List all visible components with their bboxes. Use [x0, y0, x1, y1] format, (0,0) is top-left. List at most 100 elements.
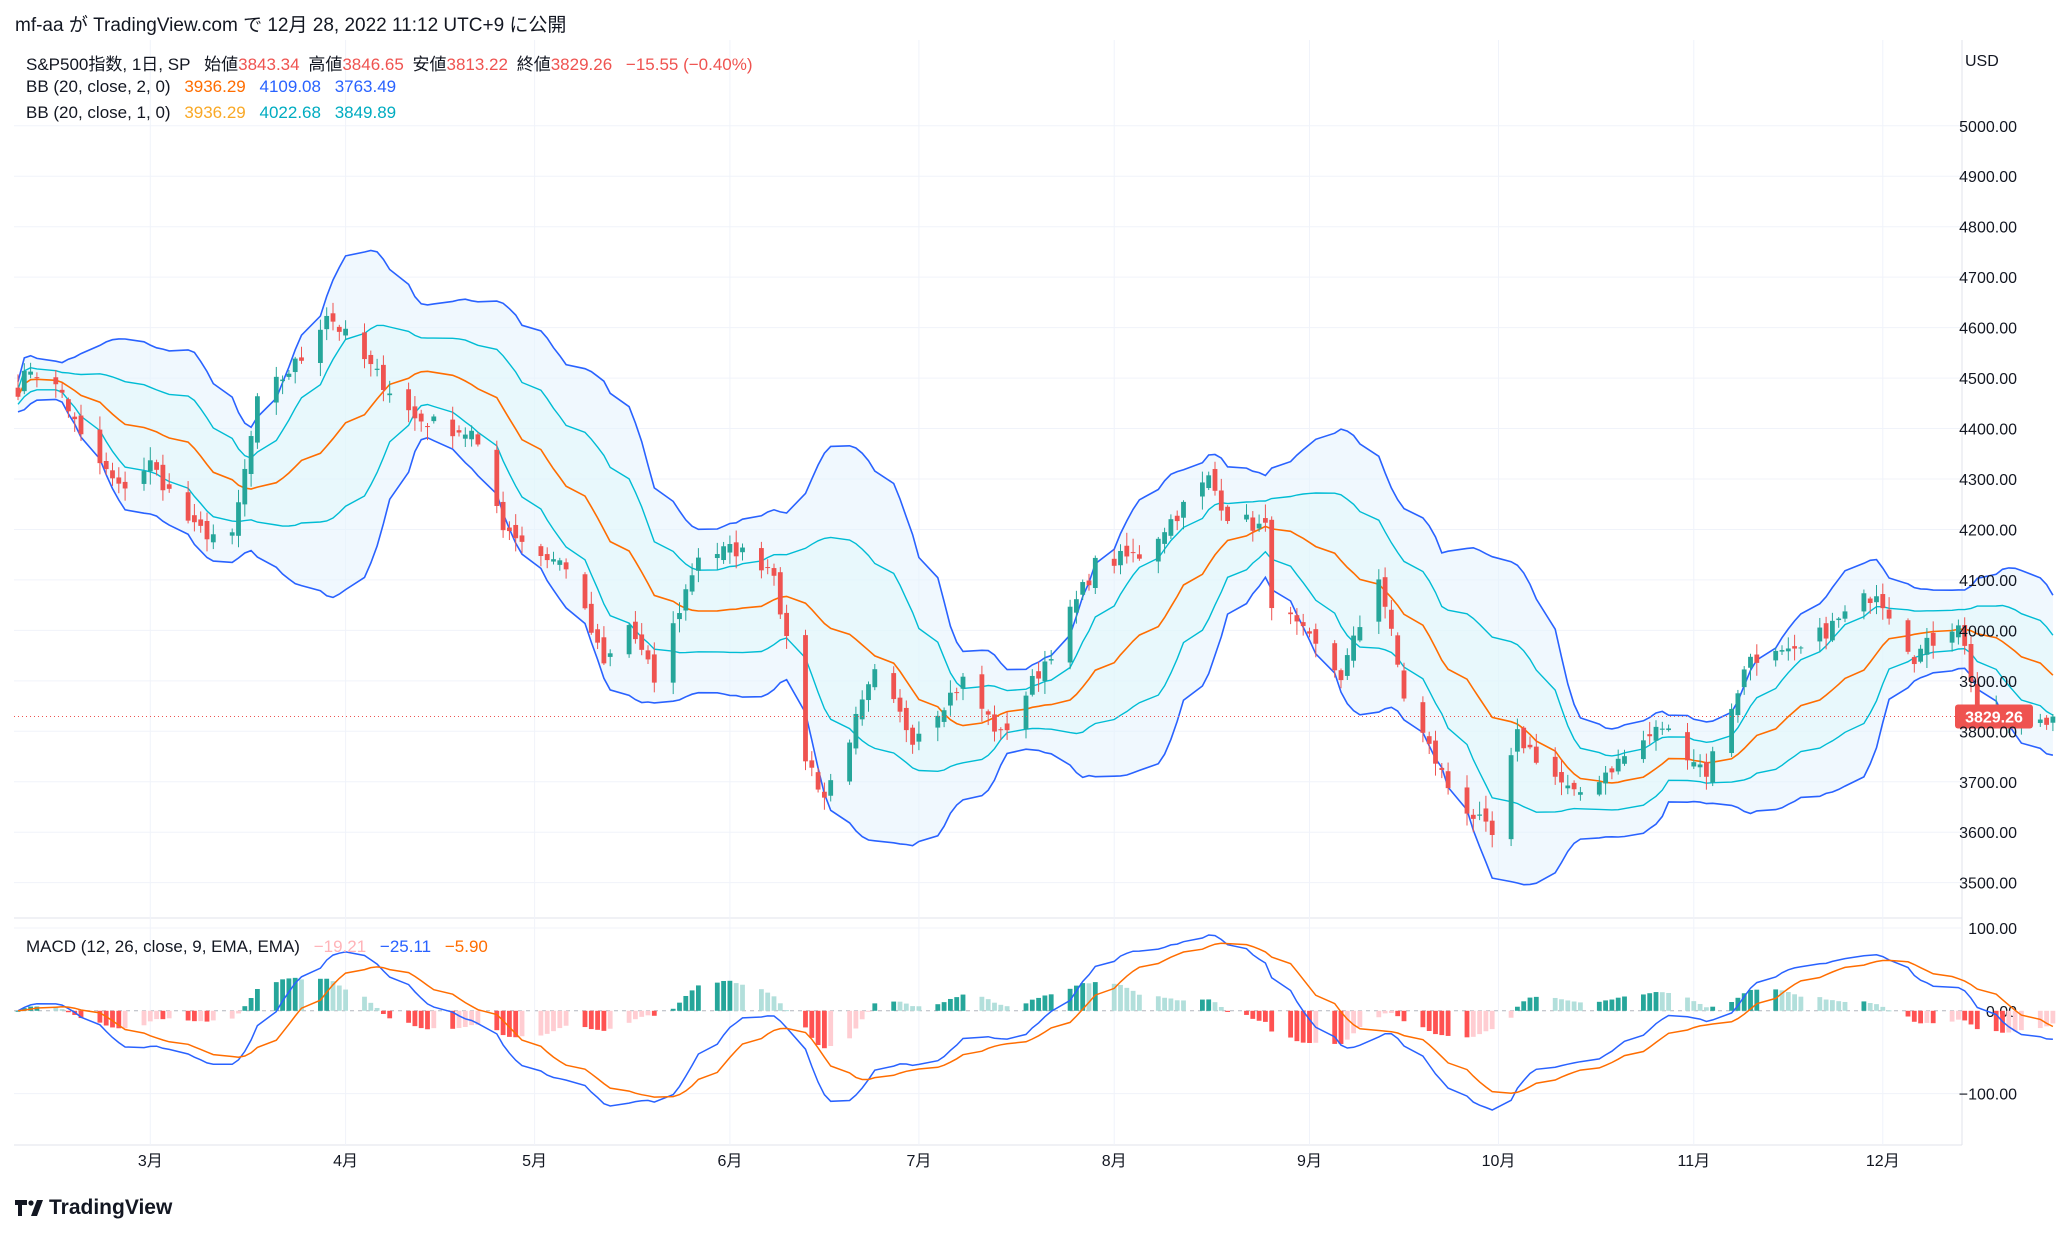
candle	[1798, 645, 1804, 654]
macd-hist-bar	[828, 1010, 834, 1047]
macd-hist-bar	[954, 997, 960, 1011]
candle-body	[557, 560, 563, 565]
candle	[1086, 573, 1092, 591]
candle-body	[1244, 514, 1249, 520]
candle-body	[1622, 756, 1627, 764]
candle-body	[1836, 618, 1842, 621]
candle	[1395, 632, 1401, 668]
candle-body	[336, 326, 342, 332]
tradingview-logo[interactable]: TradingView	[15, 1196, 172, 1220]
macd-hist-bar	[544, 1010, 550, 1034]
candle-body	[910, 727, 915, 745]
macd-signal-line	[17, 942, 2054, 1098]
bb2-label[interactable]: BB (20, close, 2, 0)	[26, 77, 171, 96]
candle-body	[1426, 736, 1432, 744]
candle-body	[998, 729, 1004, 731]
candle	[1445, 762, 1451, 795]
candle-body	[1351, 635, 1356, 661]
candle	[1029, 669, 1035, 697]
macd-hist-bar	[1552, 997, 1558, 1011]
macd-hist-bar	[1918, 1010, 1923, 1024]
candle-body	[1571, 782, 1577, 790]
price-tick-label: 3800.00	[1959, 724, 2017, 741]
candle	[639, 623, 645, 656]
candle-body	[28, 371, 33, 375]
macd-hist-bar	[1389, 1010, 1394, 1013]
candle	[1313, 623, 1319, 658]
macd-hist-bar	[1489, 1010, 1495, 1030]
candle-body	[1817, 627, 1823, 642]
candle	[1389, 600, 1394, 636]
candle	[78, 404, 84, 442]
candle-body	[941, 710, 947, 722]
date-tick-label: 12月	[1866, 1153, 1900, 1170]
candle	[1244, 504, 1249, 523]
candle	[1956, 619, 1961, 645]
candle-body	[538, 546, 544, 556]
macd-hist-bar	[273, 982, 279, 1011]
macd-hist-bar	[645, 1010, 651, 1016]
macd-hist-bar	[1307, 1010, 1312, 1043]
macd-hist-bar	[765, 992, 771, 1011]
candle	[651, 642, 657, 693]
candle-body	[185, 492, 191, 521]
candle	[286, 370, 292, 380]
macd-hist-bar	[1861, 1001, 1867, 1011]
candle-body	[1313, 629, 1319, 644]
candle	[1533, 733, 1539, 765]
macd-hist-bar	[1578, 1002, 1583, 1011]
candle	[595, 623, 600, 650]
candle-body	[1956, 625, 1961, 638]
candle-body	[462, 434, 468, 439]
candle-body	[286, 373, 292, 377]
macd-hist-bar	[1565, 1000, 1571, 1011]
candle-body	[475, 434, 481, 445]
macd-hist-bar	[1382, 1010, 1388, 1014]
macd-hist-bar	[1962, 1010, 1968, 1021]
candle	[229, 528, 235, 545]
candle	[1111, 549, 1117, 574]
candle-body	[1401, 670, 1407, 699]
candle-body	[78, 415, 84, 435]
candle-body	[255, 396, 260, 443]
macd-hist-bar	[519, 1010, 525, 1037]
candle-body	[1527, 744, 1533, 748]
macd-hist-bar	[677, 1002, 682, 1011]
candle	[116, 467, 122, 494]
candle	[412, 396, 418, 431]
candle	[1130, 538, 1136, 563]
candle	[1074, 590, 1079, 624]
macd-hist-bar	[1464, 1010, 1470, 1038]
candle	[1294, 608, 1300, 635]
date-tick-label: 6月	[717, 1153, 742, 1170]
candle-body	[425, 426, 430, 428]
candle-body	[1785, 648, 1791, 652]
macd-hist-bar	[859, 1010, 865, 1020]
price-tick-label: 4800.00	[1959, 220, 2017, 237]
symbol-label[interactable]: S&P500指数, 1日, SP	[26, 55, 191, 74]
macd-hist-bar	[1218, 1007, 1224, 1011]
macd-hist-bar	[1685, 997, 1690, 1011]
candle	[1861, 589, 1867, 620]
bb2-lower-value: 3763.49	[334, 77, 397, 96]
macd-hist-bar	[1521, 1001, 1527, 1011]
candle-body	[1470, 814, 1476, 819]
candle-body	[456, 430, 462, 433]
macd-hist-bar	[1956, 1010, 1961, 1020]
macd-hist-bar	[2006, 1010, 2012, 1033]
bb1-label[interactable]: BB (20, close, 1, 0)	[26, 103, 171, 122]
brand-name: TradingView	[49, 1196, 173, 1219]
candle-body	[1376, 579, 1382, 622]
candle-body	[733, 542, 739, 557]
candle-body	[1357, 627, 1363, 641]
macd-hist-bar	[595, 1010, 600, 1030]
macd-hist-bar	[1168, 998, 1174, 1011]
macd-hist-bar	[607, 1010, 613, 1029]
candle-body	[154, 462, 159, 470]
candle-body	[1565, 785, 1571, 789]
macd-label[interactable]: MACD (12, 26, close, 9, EMA, EMA)	[26, 937, 300, 956]
candle-body	[765, 567, 771, 569]
price-tick-label: 3600.00	[1959, 825, 2017, 842]
candle-body	[141, 471, 147, 484]
